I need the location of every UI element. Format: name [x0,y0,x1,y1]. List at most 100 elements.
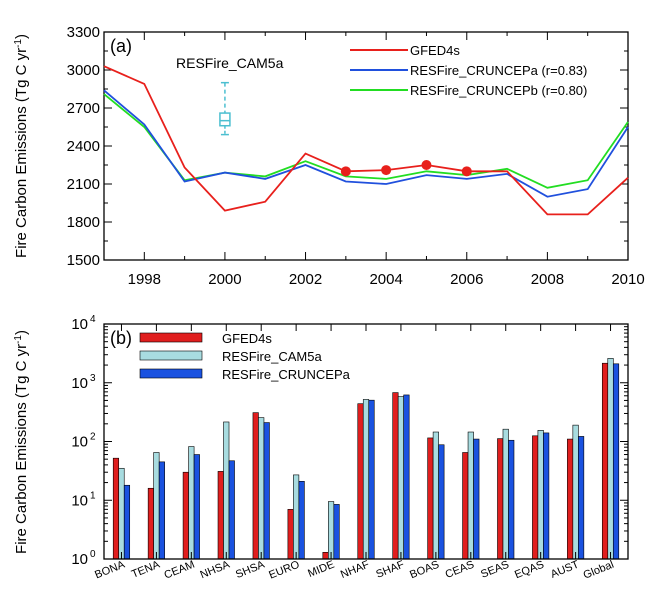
bar [182,471,189,560]
bar [432,431,439,560]
series-marker [421,160,432,170]
bar [293,474,300,560]
bar [362,399,370,560]
bar [357,403,364,560]
bar [333,504,340,560]
bar [537,430,544,560]
x-tick-label: 2006 [450,271,483,288]
y-tick-base: 10 [71,434,88,451]
bar [543,432,550,560]
category-label: CEAM [162,559,196,582]
series-line [103,89,629,198]
y-tick-base: 10 [71,492,88,509]
bar [397,396,404,560]
x-tick-label: 2002 [289,271,322,288]
y-tick-exponent: 2 [90,432,96,443]
bar [228,460,235,560]
panel-a-ticks: 1998 2000 2002 2004 2006 2008 2010 1500 1800 2100… [67,24,645,288]
bar [438,444,445,560]
bar [258,417,265,560]
bar [467,431,474,560]
panel-b-y-label: Fire Carbon Emissions (Tg C yr-1) [13,330,30,554]
y-tick-label: 1800 [67,214,100,231]
panel-b-label: (b) [110,328,132,348]
y-tick-label: 10 2 [71,432,96,451]
panel-a-label: (a) [110,36,132,56]
bar [462,452,469,560]
bar [322,552,329,560]
y-tick-base: 10 [71,375,88,392]
category-label: Global [582,559,616,582]
y-tick-label: 3000 [67,62,100,79]
legend-label: RESFire_CAM5a [222,349,322,364]
panel-a-y-label-text: Fire Carbon Emissions (Tg C yr [13,48,30,258]
category-label: MIDE [306,559,336,580]
bar [263,422,270,560]
bar [572,424,579,560]
bar [223,421,230,560]
bar [252,412,259,560]
bar [328,501,335,560]
bar [497,438,504,560]
bar [188,446,195,560]
y-tick-label: 10 1 [71,490,96,509]
x-tick-label: 2004 [369,271,402,288]
category-label: SHSA [234,558,267,581]
bar [193,454,200,560]
y-tick-label: 1500 [67,252,100,269]
bar [112,457,120,560]
category-label: EURO [267,558,301,581]
series-marker [461,166,472,177]
legend-label: RESFire_CRUNCEPb (r=0.80) [410,83,587,98]
y-tick-exponent: 1 [90,490,96,501]
category-label: SHAF [374,559,406,581]
category-label: AUST [549,559,581,581]
y-tick-label: 2700 [67,100,100,117]
panel-b-y-label-close: ) [13,330,30,335]
x-tick-label: 2000 [208,271,241,288]
legend-swatch [139,350,203,361]
bar [158,461,165,560]
y-tick-label: 2400 [67,138,100,155]
series-marker [381,165,392,176]
panel-b-y-label-sup: -1 [13,335,24,344]
bar [153,452,160,560]
bar [217,471,224,560]
legend-label: RESFire_CRUNCEPa [222,367,351,382]
category-label: NHSA [199,558,232,581]
category-label: CEAS [444,559,476,581]
y-tick-label: 10 3 [71,373,96,392]
panel-b-legend: GFED4s RESFire_CAM5a RESFire_CRUNCEPa [139,331,351,382]
panel-a-line-chart: 1998 2000 2002 2004 2006 2008 2010 1500 1800 2100… [13,24,645,288]
bar [578,436,585,560]
bar [607,358,614,560]
bar [601,362,609,560]
y-tick-label: 10 4 [71,314,96,333]
panel-a-series [103,65,629,216]
category-label: EQAS [513,559,546,582]
panel-b-bars [112,358,620,560]
category-label: BONA [93,558,127,581]
box-label: RESFire_CAM5a [176,55,284,71]
bar [403,394,410,560]
y-tick-exponent: 4 [90,314,96,325]
bar [392,392,399,560]
category-label: SEAS [479,559,511,581]
y-tick-label: 2100 [67,176,100,193]
bar [147,487,154,560]
bar [118,467,125,560]
bar [368,399,375,560]
series-marker [340,166,351,177]
bar [473,438,480,560]
legend-label: GFED4s [410,43,460,58]
category-label: TENA [130,558,162,580]
bar [123,484,131,560]
bar [567,438,574,560]
y-tick-label: 10 0 [71,549,96,568]
category-label: BOAS [408,559,441,582]
y-tick-label: 3300 [67,24,100,41]
panel-a-legend: GFED4s RESFire_CRUNCEPa (r=0.83) RESFire_C… [350,43,587,98]
panel-b-bar-chart: BONA TENA CEAM NHSA SHSA EURO MIDE NHAF SHAF BOAS… [13,314,629,582]
x-tick-label: 1998 [128,271,161,288]
